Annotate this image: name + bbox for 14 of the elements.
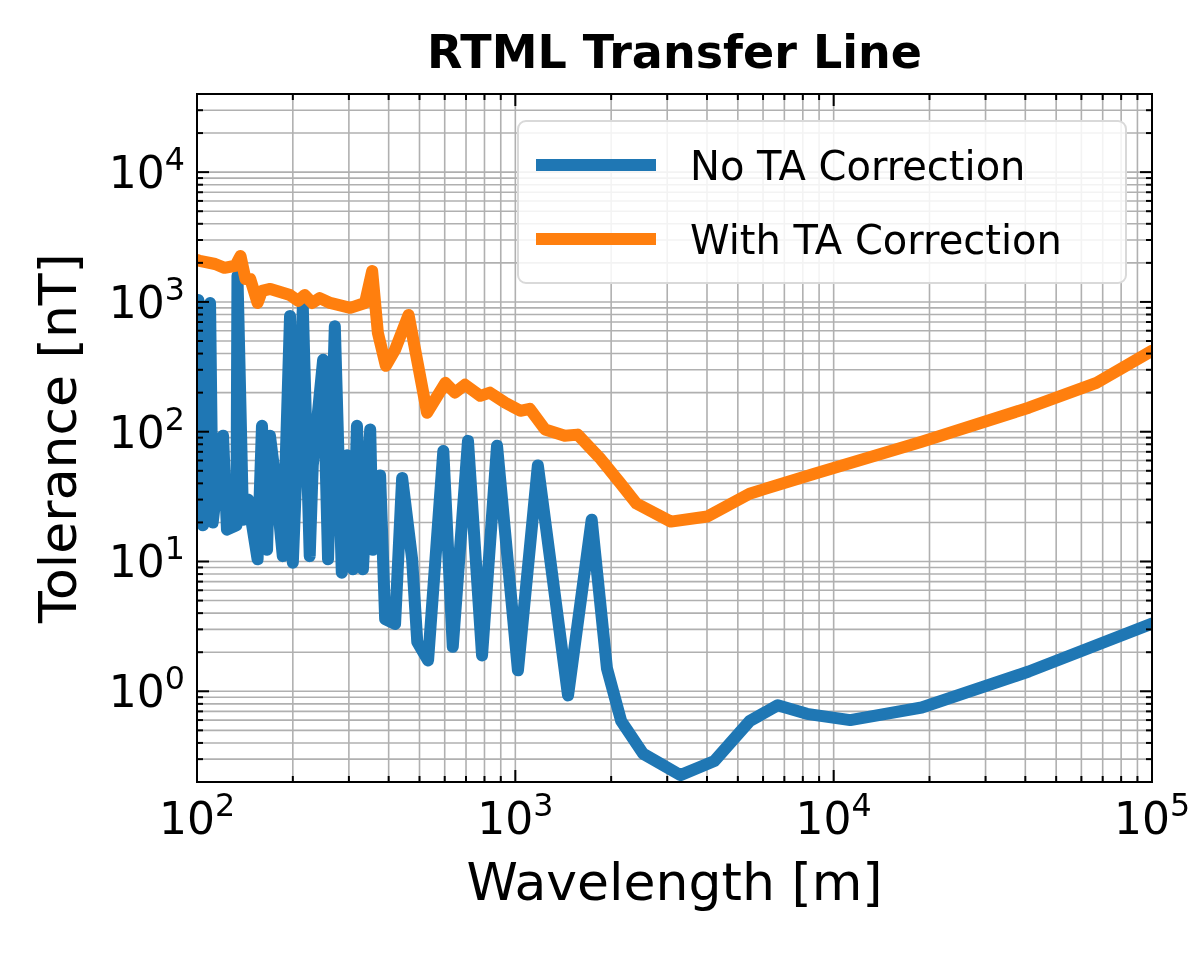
y-tick-label: 10$^{2}$ — [108, 400, 185, 458]
y-tick-label: 10$^{1}$ — [108, 530, 185, 588]
chart-title: RTML Transfer Line — [427, 25, 922, 79]
x-tick-label: 10$^{3}$ — [477, 787, 554, 844]
legend-label: With TA Correction — [690, 217, 1062, 263]
x-tick-label: 10$^{5}$ — [1113, 787, 1191, 844]
y-tick-label: 10$^{0}$ — [108, 660, 185, 718]
y-tick-label: 10$^{4}$ — [108, 141, 185, 199]
y-axis-title: Tolerance [nT] — [28, 253, 88, 624]
x-axis-title: Wavelength [m] — [466, 852, 883, 912]
legend-label: No TA Correction — [690, 143, 1026, 189]
x-tick-label: 10$^{2}$ — [158, 787, 236, 844]
y-tick-label: 10$^{3}$ — [108, 270, 185, 328]
x-tick-label: 10$^{4}$ — [795, 787, 872, 844]
